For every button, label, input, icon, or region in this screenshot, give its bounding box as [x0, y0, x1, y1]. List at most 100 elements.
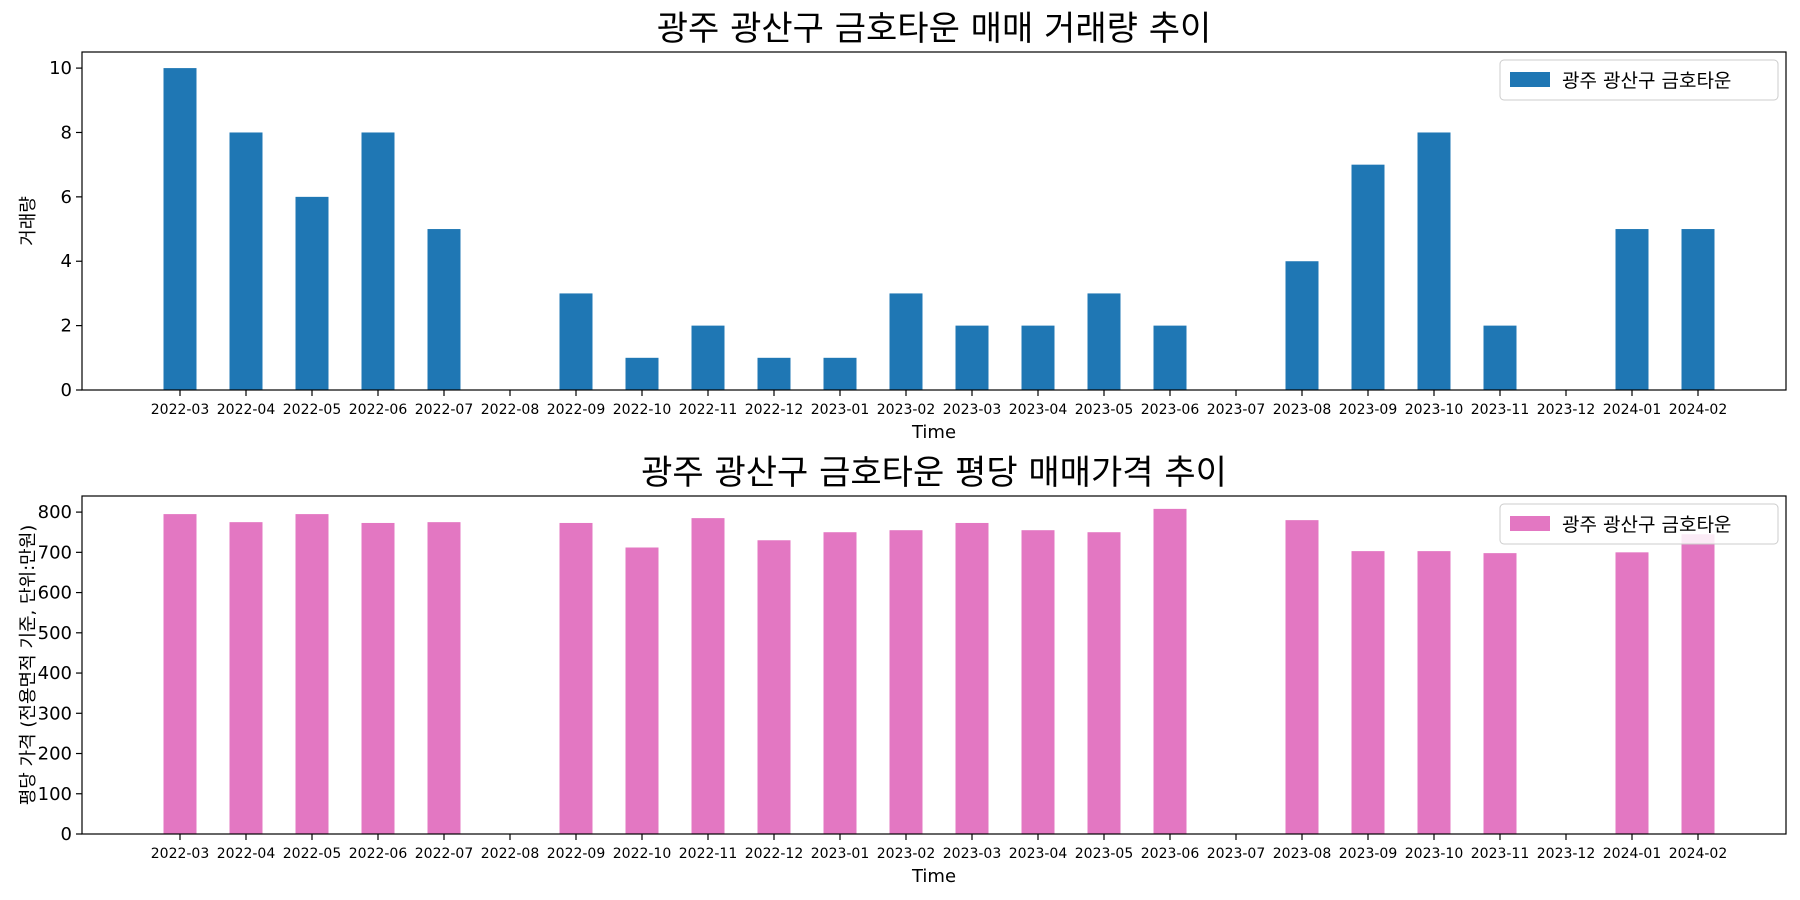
ytick-label: 500	[38, 623, 72, 644]
xtick-label: 2022-10	[613, 402, 672, 418]
bar-2024-01	[1615, 229, 1649, 390]
xtick-label: 2023-11	[1471, 402, 1530, 418]
bar-2023-10	[1417, 551, 1451, 834]
xtick-label: 2024-01	[1603, 846, 1662, 862]
bar-2022-07	[427, 522, 461, 834]
y-axis-label: 평당 가격 (전용면적 기준, 단위:만원)	[18, 525, 39, 806]
xtick-label: 2022-12	[745, 402, 804, 418]
ytick-label: 300	[38, 703, 72, 724]
legend-swatch	[1510, 516, 1550, 531]
xtick-label: 2022-12	[745, 846, 804, 862]
xtick-label: 2023-01	[811, 846, 870, 862]
legend: 광주 광산구 금호타운	[1499, 503, 1779, 545]
xtick-label: 2023-06	[1141, 846, 1200, 862]
bar-2023-02	[889, 293, 923, 390]
xtick-label: 2023-04	[1009, 402, 1068, 418]
xtick-label: 2022-09	[547, 846, 606, 862]
axes-frame	[81, 51, 1787, 391]
bar-2023-06	[1153, 325, 1187, 390]
ytick-label: 600	[38, 583, 72, 604]
bar-2022-12	[757, 540, 791, 834]
xtick-label: 2022-03	[151, 846, 210, 862]
xtick-label: 2023-02	[877, 402, 936, 418]
xtick-label: 2022-11	[679, 402, 738, 418]
xtick-label: 2023-09	[1339, 402, 1398, 418]
bar-2023-08	[1285, 520, 1319, 834]
xtick-label: 2023-12	[1537, 402, 1596, 418]
xtick-label: 2023-05	[1075, 846, 1134, 862]
ytick-label: 10	[49, 58, 72, 79]
xtick-label: 2022-07	[415, 402, 474, 418]
legend-label: 광주 광산구 금호타운	[1562, 70, 1731, 92]
x-axis-label: Time	[911, 422, 956, 443]
xtick-label: 2023-02	[877, 846, 936, 862]
bar-2023-09	[1351, 551, 1385, 834]
legend-box	[1499, 59, 1779, 101]
xtick-label: 2024-02	[1669, 846, 1728, 862]
bar-2022-12	[757, 357, 791, 390]
xtick-label: 2023-10	[1405, 402, 1464, 418]
chart-title: 광주 광산구 금호타운 평당 매매가격 추이	[641, 453, 1227, 493]
ytick-label: 4	[61, 251, 72, 272]
chart-2: 광주 광산구 금호타운 평당 매매가격 추이 0 100 200 300 400 500 60…	[18, 453, 1787, 887]
bar-2022-10	[625, 547, 659, 834]
bar-2023-03	[955, 325, 989, 390]
bar-2022-10	[625, 357, 659, 390]
xtick-label: 2022-08	[481, 402, 540, 418]
bar-2022-09	[559, 293, 593, 390]
xtick-label: 2022-06	[349, 402, 408, 418]
bar-2023-04	[1021, 530, 1055, 834]
xtick-label: 2023-08	[1273, 402, 1332, 418]
xtick-label: 2022-03	[151, 402, 210, 418]
axes-frame	[81, 495, 1787, 835]
xtick-label: 2023-07	[1207, 846, 1266, 862]
bar-2022-06	[361, 522, 395, 834]
bar-2022-04	[229, 132, 263, 390]
xtick-label: 2023-08	[1273, 846, 1332, 862]
x-axis-label: Time	[911, 866, 956, 887]
ytick-label: 200	[38, 744, 72, 765]
bar-2023-02	[889, 530, 923, 834]
xtick-label: 2023-04	[1009, 846, 1068, 862]
xtick-label: 2022-10	[613, 846, 672, 862]
ytick-label: 100	[38, 784, 72, 805]
ytick-label: 800	[38, 502, 72, 523]
xtick-label: 2022-05	[283, 846, 342, 862]
bar-2024-01	[1615, 552, 1649, 834]
xtick-label: 2023-01	[811, 402, 870, 418]
xtick-label: 2022-07	[415, 846, 474, 862]
ytick-label: 700	[38, 542, 72, 563]
xtick-label: 2023-03	[943, 402, 1002, 418]
y-axis-label: 거래량	[18, 196, 39, 246]
chart-title: 광주 광산구 금호타운 매매 거래량 추이	[657, 9, 1212, 49]
xtick-label: 2022-04	[217, 846, 276, 862]
bar-2023-01	[823, 357, 857, 390]
ytick-label: 0	[61, 380, 72, 401]
bar-2023-08	[1285, 261, 1319, 390]
bar-2023-01	[823, 532, 857, 834]
bar-2023-11	[1483, 553, 1517, 834]
bar-2023-10	[1417, 132, 1451, 390]
xtick-label: 2023-03	[943, 846, 1002, 862]
bar-2022-06	[361, 132, 395, 390]
chart-1: 광주 광산구 금호타운 매매 거래량 추이 0 2 4 6 8 10 2022-03 2022-…	[18, 9, 1787, 443]
bar-2023-05	[1087, 532, 1121, 834]
legend: 광주 광산구 금호타운	[1499, 59, 1779, 101]
ytick-label: 8	[61, 122, 72, 143]
bar-2023-09	[1351, 164, 1385, 390]
xtick-label: 2022-08	[481, 846, 540, 862]
ytick-label: 0	[61, 824, 72, 845]
bar-2022-03	[163, 68, 197, 390]
xtick-label: 2023-09	[1339, 846, 1398, 862]
legend-box	[1499, 503, 1779, 545]
bar-2022-07	[427, 229, 461, 390]
bar-2023-11	[1483, 325, 1517, 390]
xtick-label: 2022-04	[217, 402, 276, 418]
xtick-label: 2023-07	[1207, 402, 1266, 418]
bar-2022-05	[295, 514, 329, 834]
xtick-label: 2023-06	[1141, 402, 1200, 418]
bar-2022-03	[163, 514, 197, 834]
bar-2024-02	[1681, 534, 1715, 834]
